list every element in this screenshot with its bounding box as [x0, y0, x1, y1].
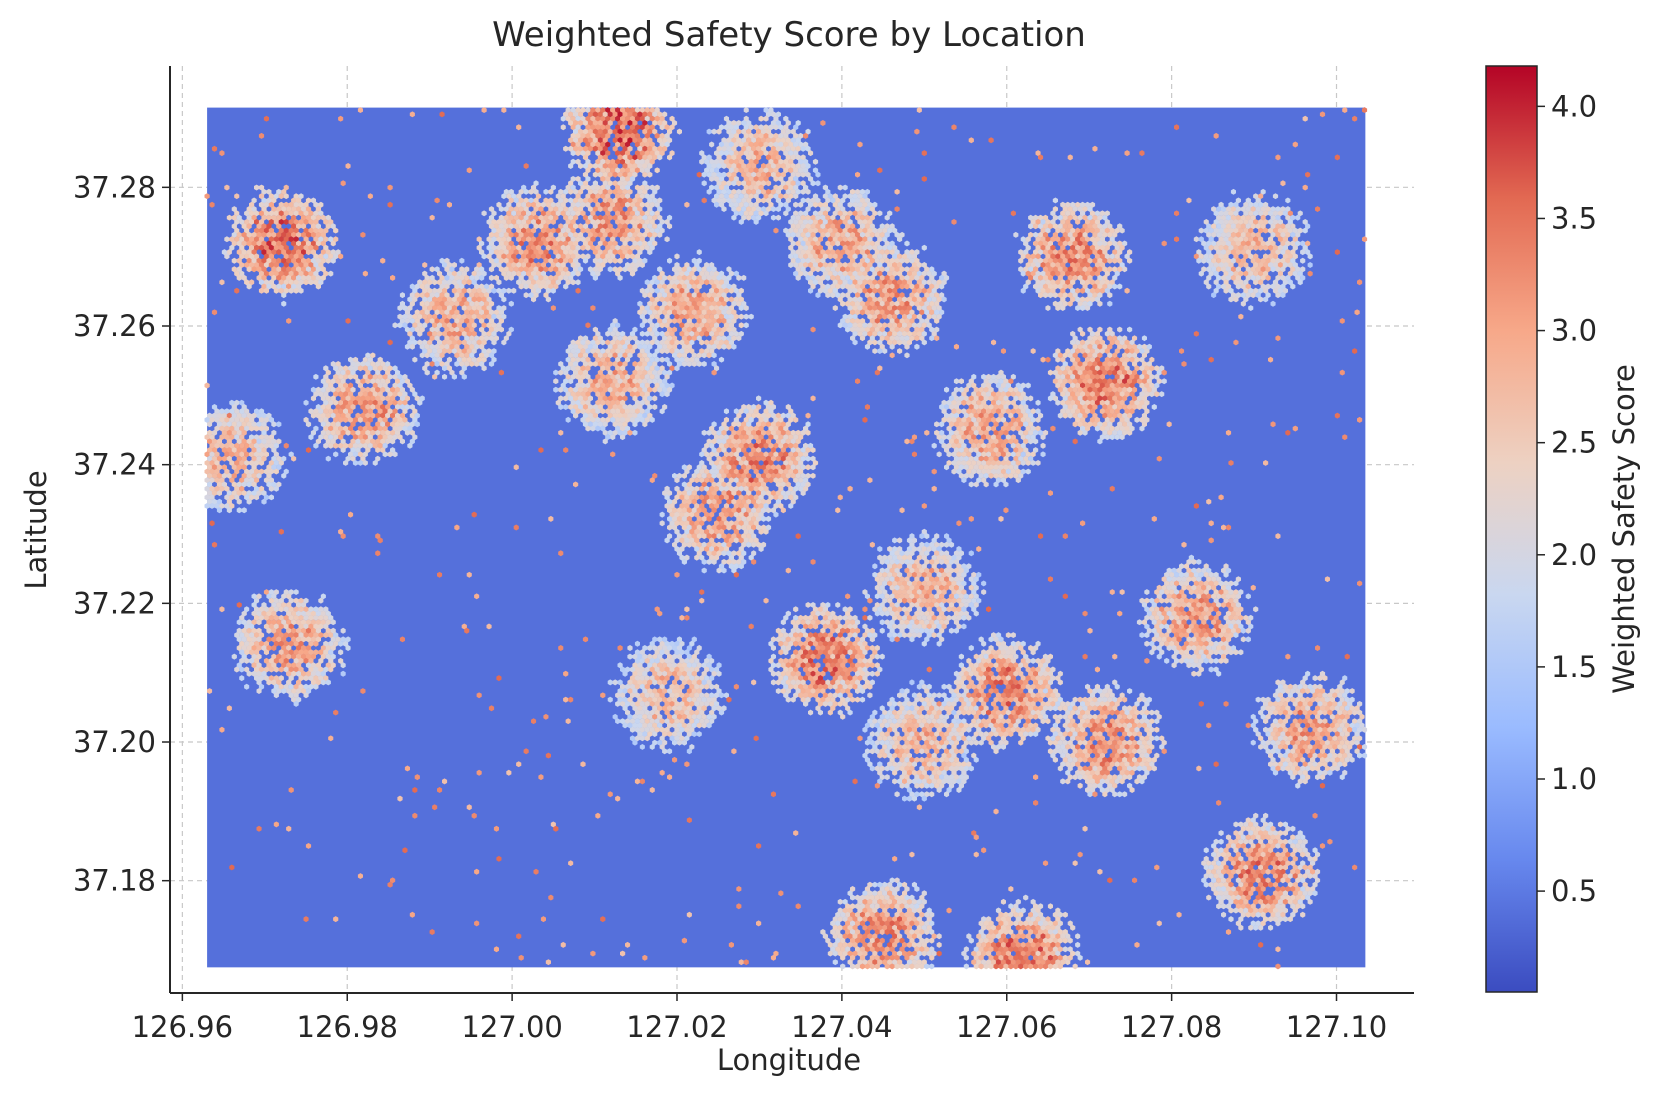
chart-title: Weighted Safety Score by Location	[492, 15, 1086, 55]
hexbin-cells	[205, 107, 1368, 969]
